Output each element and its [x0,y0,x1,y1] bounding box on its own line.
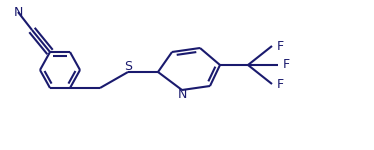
Text: F: F [276,78,283,90]
Text: N: N [177,87,187,100]
Text: F: F [282,58,289,72]
Text: N: N [13,6,23,18]
Text: F: F [276,39,283,52]
Text: S: S [124,60,132,74]
